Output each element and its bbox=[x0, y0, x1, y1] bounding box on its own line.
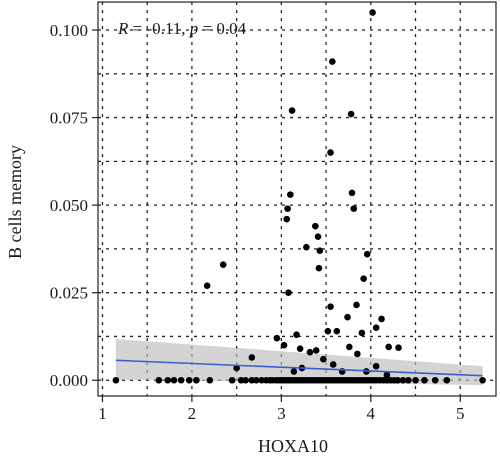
axis-ticks bbox=[92, 29, 461, 402]
data-point bbox=[296, 345, 304, 353]
y-tick-label: 0.075 bbox=[50, 109, 88, 128]
y-tick-label: 0.100 bbox=[50, 21, 88, 40]
data-point bbox=[329, 58, 336, 65]
data-point bbox=[303, 243, 310, 251]
data-point bbox=[164, 376, 172, 384]
r-symbol: R bbox=[117, 19, 129, 38]
data-point bbox=[405, 376, 412, 384]
data-point bbox=[327, 303, 334, 310]
data-point bbox=[399, 376, 407, 384]
data-point bbox=[206, 376, 214, 384]
data-point bbox=[312, 347, 320, 354]
r-value: = -0.11, bbox=[128, 19, 189, 38]
data-point bbox=[333, 327, 341, 335]
correlation-annotation: R = -0.11, p = 0.04 bbox=[117, 19, 247, 38]
data-point bbox=[112, 376, 120, 384]
data-point bbox=[354, 350, 361, 358]
data-point bbox=[348, 189, 356, 197]
x-tick-label: 4 bbox=[367, 404, 376, 423]
y-tick-label: 0.050 bbox=[50, 196, 88, 215]
x-tick-label: 1 bbox=[98, 404, 107, 423]
data-point bbox=[479, 376, 486, 384]
data-point bbox=[431, 376, 439, 384]
y-axis-title: B cells memory bbox=[5, 145, 25, 259]
p-symbol: p bbox=[189, 19, 199, 38]
data-point bbox=[242, 376, 249, 384]
data-point bbox=[329, 361, 337, 368]
data-point bbox=[155, 376, 163, 384]
data-point bbox=[316, 247, 324, 254]
data-point bbox=[372, 324, 380, 332]
data-point bbox=[350, 205, 358, 212]
data-point bbox=[170, 376, 178, 384]
data-point bbox=[358, 329, 366, 337]
data-point bbox=[284, 205, 291, 212]
data-point bbox=[346, 343, 353, 351]
data-point bbox=[324, 327, 332, 335]
data-point bbox=[286, 191, 294, 198]
x-tick-label: 5 bbox=[456, 404, 465, 423]
data-point bbox=[253, 376, 260, 384]
data-point bbox=[312, 222, 319, 230]
data-point bbox=[344, 313, 351, 321]
data-point bbox=[383, 371, 391, 379]
data-point bbox=[372, 362, 380, 370]
data-point bbox=[412, 376, 419, 384]
y-tick-label: 0.000 bbox=[50, 371, 88, 390]
data-point bbox=[327, 149, 334, 156]
data-point bbox=[421, 376, 428, 384]
data-point bbox=[443, 376, 451, 384]
data-point bbox=[353, 301, 360, 309]
data-point bbox=[285, 289, 292, 296]
p-value: = 0.04 bbox=[198, 19, 246, 38]
data-point bbox=[306, 348, 314, 356]
data-point bbox=[193, 376, 200, 384]
data-point bbox=[228, 376, 236, 384]
data-points bbox=[112, 9, 486, 384]
data-point bbox=[347, 110, 355, 118]
data-point bbox=[185, 376, 193, 384]
data-point bbox=[395, 344, 402, 351]
data-point bbox=[280, 341, 288, 349]
data-point bbox=[203, 282, 211, 289]
data-point bbox=[315, 264, 323, 272]
data-point bbox=[177, 376, 185, 384]
y-tick-label: 0.025 bbox=[50, 284, 88, 303]
x-axis-title: HOXA10 bbox=[258, 436, 328, 456]
tick-labels: 1 2 3 4 5 0.000 0.025 0.050 0.075 0.100 bbox=[50, 21, 465, 423]
x-tick-label: 2 bbox=[188, 404, 197, 423]
grid-lines bbox=[98, 2, 496, 396]
data-point bbox=[233, 364, 240, 372]
data-point bbox=[314, 233, 322, 240]
regression-line bbox=[115, 359, 483, 377]
data-point bbox=[320, 355, 327, 363]
data-point bbox=[385, 343, 392, 351]
data-point bbox=[369, 9, 376, 16]
data-point bbox=[283, 215, 291, 223]
x-tick-label: 3 bbox=[277, 404, 286, 423]
data-point bbox=[360, 275, 367, 282]
plot-panel-border bbox=[97, 1, 497, 397]
data-point bbox=[288, 107, 296, 114]
data-point bbox=[248, 354, 256, 361]
confidence-band bbox=[115, 338, 483, 386]
data-point bbox=[363, 250, 371, 258]
data-point bbox=[378, 315, 385, 323]
data-point bbox=[293, 331, 300, 339]
data-point bbox=[273, 334, 281, 342]
data-point bbox=[219, 261, 227, 268]
data-point bbox=[290, 368, 298, 375]
data-point bbox=[394, 376, 401, 384]
